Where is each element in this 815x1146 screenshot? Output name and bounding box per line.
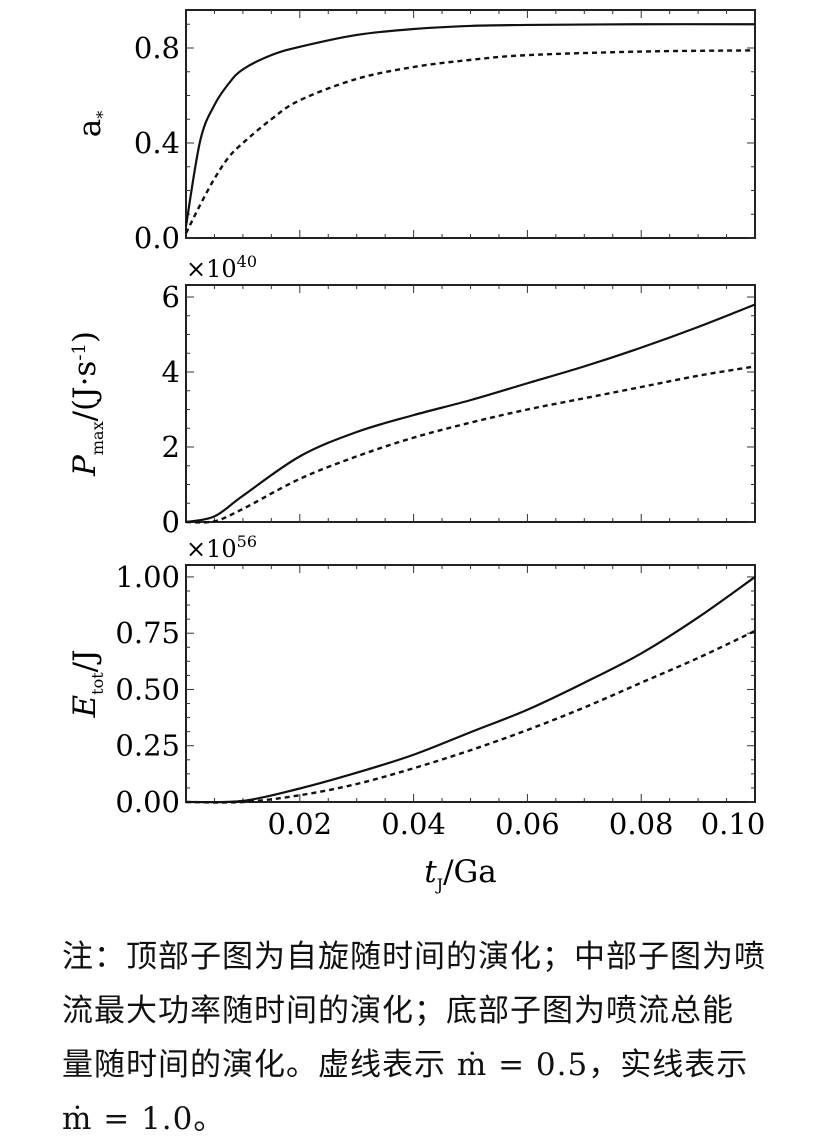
solid-series-line xyxy=(185,576,756,804)
y-tick-label: 0.75 xyxy=(115,616,180,650)
plot-frame xyxy=(185,284,756,523)
caption-line: ṁ = 1.0。 xyxy=(62,1101,226,1137)
y-tick-label: 1.00 xyxy=(115,560,180,594)
plot-frame xyxy=(185,9,756,239)
subplot-3: 0.00 0.25 0.50 0.75 1.00 0.02 0.04 0.06 0.08 0.10… xyxy=(67,532,765,894)
y-tick-label: 0.8 xyxy=(134,31,180,65)
solid-series-line xyxy=(185,303,756,524)
caption-line: 注：顶部子图为自旋随时间的演化；中部子图为喷 xyxy=(62,939,766,975)
y-tick-label: 0.00 xyxy=(115,785,180,819)
y-tick-label: 2 xyxy=(162,430,180,464)
x-tick-label: 0.04 xyxy=(381,807,446,841)
figure-caption: 注：顶部子图为自旋随时间的演化；中部子图为喷 流最大功率随时间的演化；底部子图为… xyxy=(62,930,782,1146)
subplot-1: 0.0 0.4 0.8 a* xyxy=(72,9,756,255)
subplot-2: 0 2 4 6×1040 Pmax/(J·s-1) xyxy=(67,252,756,539)
x-tick-label: 0.08 xyxy=(609,807,674,841)
x-tick-label: 0.10 xyxy=(701,807,766,841)
dashed-series-line xyxy=(184,49,756,234)
y-tick-label: 4 xyxy=(162,355,180,389)
axis-multiplier: ×1040 xyxy=(186,252,257,283)
x-axis-label: tJ/Ga xyxy=(424,854,497,894)
y-tick-label: 0.25 xyxy=(115,729,180,763)
axis-multiplier: ×1056 xyxy=(186,532,257,563)
dashed-series-line xyxy=(185,629,756,804)
y-tick-label: 0 xyxy=(162,505,180,539)
x-tick-label: 0.06 xyxy=(495,807,560,841)
y-axis-label: Pmax/(J·s-1) xyxy=(67,331,107,477)
caption-line: 流最大功率随时间的演化；底部子图为喷流总能 xyxy=(62,993,734,1029)
y-tick-label: 6 xyxy=(162,280,180,314)
y-tick-label: 0.50 xyxy=(115,672,180,706)
y-axis-label: Etot/J xyxy=(67,649,107,718)
figure: 0.0 0.4 0.8 a* 0 2 4 6×1040 Pmax/(J·s-1) 0.00 0.25… xyxy=(67,9,765,894)
y-tick-label: 0.4 xyxy=(134,126,180,160)
solid-series-line xyxy=(184,23,756,227)
x-tick-label: 0.02 xyxy=(268,807,333,841)
y-tick-label: 0.0 xyxy=(134,221,180,255)
dashed-series-line xyxy=(185,365,756,524)
caption-line: 量随时间的演化。虚线表示 ṁ = 0.5，实线表示 xyxy=(62,1047,749,1083)
y-axis-label: a* xyxy=(72,111,112,137)
plot-frame xyxy=(185,564,756,803)
